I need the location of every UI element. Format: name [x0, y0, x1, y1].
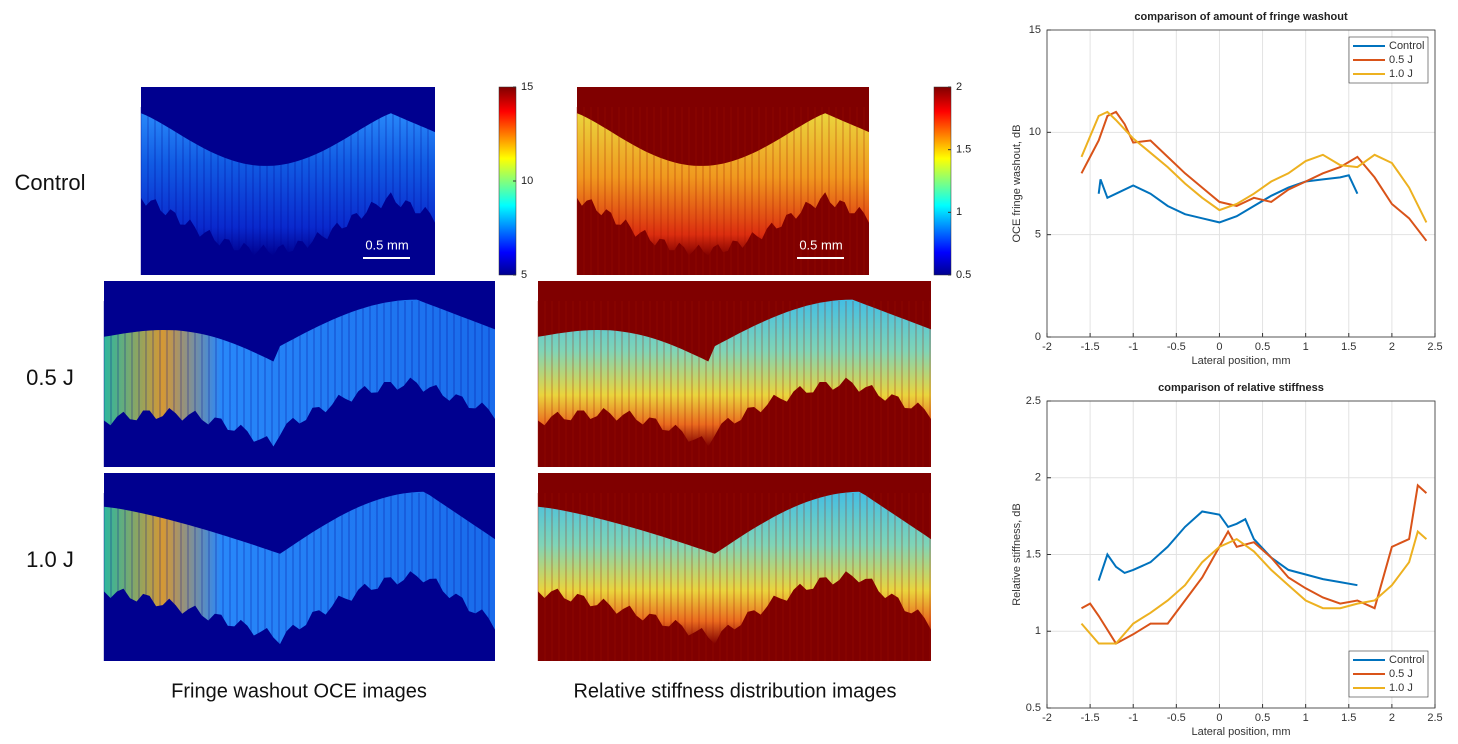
- colorbar-tick-label: 5: [521, 269, 527, 281]
- image-panel: 0.5 mm: [140, 87, 435, 275]
- y-axis-label: Relative stiffness, dB: [1011, 503, 1023, 606]
- chart-title: comparison of relative stiffness: [1158, 382, 1324, 394]
- tissue: [104, 491, 495, 645]
- legend-label: 1.0 J: [1389, 682, 1413, 694]
- row-label: 1.0 J: [26, 547, 74, 572]
- legend-label: Control: [1389, 654, 1424, 666]
- caption: Relative stiffness distribution images: [573, 680, 896, 702]
- x-tick-label: -0.5: [1167, 712, 1186, 724]
- legend-label: 0.5 J: [1389, 668, 1413, 680]
- x-tick-label: 0: [1216, 712, 1222, 724]
- series-line: [1080, 529, 1428, 645]
- row-label: Control: [15, 170, 86, 195]
- image-panels: 0.5 mm 0.5 mm 5 10 15 0.5 1 1.5 2: [103, 81, 971, 661]
- series-line: [1097, 174, 1359, 224]
- row-label: 0.5 J: [26, 365, 74, 390]
- y-axis-label: OCE fringe washout, dB: [1011, 124, 1023, 242]
- y-tick-label: 1: [1035, 625, 1041, 637]
- y-tick-label: 1.5: [1026, 548, 1041, 560]
- y-tick-label: 0: [1035, 331, 1041, 343]
- charts: -2 -1.5 -1 -0.5 0 0.5 1 1.5 2 2.5051015comparison…: [1011, 11, 1443, 738]
- x-tick-label: 1: [1303, 712, 1309, 724]
- x-tick-label: 2.5: [1427, 341, 1442, 353]
- image-panel: 0.5 mm: [576, 87, 869, 275]
- series-line: [1080, 110, 1428, 223]
- y-tick-label: 2.5: [1026, 395, 1041, 407]
- x-tick-label: 2.5: [1427, 712, 1442, 724]
- legend-label: 1.0 J: [1389, 68, 1413, 80]
- colorbar-tick-label: 1.5: [956, 144, 971, 156]
- image-panel: [537, 473, 931, 661]
- x-axis-label: Lateral position, mm: [1191, 726, 1290, 738]
- colorbar-tick-label: 0.5: [956, 269, 971, 281]
- colorbar-tick-label: 15: [521, 81, 533, 93]
- x-tick-label: 2: [1389, 712, 1395, 724]
- colorbar-tick-label: 10: [521, 175, 533, 187]
- line-chart: -2 -1.5 -1 -0.5 0 0.5 1 1.5 2 2.5 0.5 1 1.5 2 2.5 compa…: [1011, 382, 1443, 738]
- plot-frame: [1046, 400, 1436, 709]
- tissue: [538, 491, 931, 645]
- x-tick-label: 2: [1389, 341, 1395, 353]
- colorbar: [933, 86, 952, 276]
- series-line: [1080, 110, 1428, 242]
- image-panel: [537, 281, 931, 467]
- x-tick-label: 1: [1303, 341, 1309, 353]
- colorbar-tick-label: 2: [956, 81, 962, 93]
- legend-label: 0.5 J: [1389, 54, 1413, 66]
- line-chart: -2 -1.5 -1 -0.5 0 0.5 1 1.5 2 2.5 0 5 10 15 comparison…: [1011, 11, 1443, 367]
- x-tick-label: 0.5: [1255, 341, 1270, 353]
- scale-bar-label: 0.5 mm: [365, 237, 408, 252]
- x-tick-label: -1: [1128, 712, 1138, 724]
- y-tick-label: 10: [1029, 126, 1041, 138]
- x-tick-label: 1.5: [1341, 341, 1356, 353]
- x-tick-label: -2: [1042, 712, 1052, 724]
- legend-label: Control: [1389, 40, 1424, 52]
- chart-title: comparison of amount of fringe washout: [1134, 11, 1348, 23]
- x-tick-label: -0.5: [1167, 341, 1186, 353]
- y-tick-label: 0.5: [1026, 702, 1041, 714]
- image-panel: [103, 473, 495, 661]
- tissue: [538, 299, 931, 447]
- y-tick-label: 5: [1035, 229, 1041, 241]
- colorbar-tick-label: 1: [956, 206, 962, 218]
- y-tick-label: 15: [1029, 24, 1041, 36]
- tissue: [104, 299, 495, 447]
- tissue: [141, 113, 435, 256]
- x-tick-label: 1.5: [1341, 712, 1356, 724]
- caption: Fringe washout OCE images: [171, 680, 427, 702]
- x-tick-label: -1.5: [1081, 341, 1100, 353]
- image-panel: [103, 281, 495, 467]
- scale-bar-label: 0.5 mm: [799, 237, 842, 252]
- x-tick-label: 0.5: [1255, 712, 1270, 724]
- y-tick-label: 2: [1035, 472, 1041, 484]
- x-tick-label: -2: [1042, 341, 1052, 353]
- x-tick-label: -1: [1128, 341, 1138, 353]
- x-tick-label: -1.5: [1081, 712, 1100, 724]
- x-axis-label: Lateral position, mm: [1191, 355, 1290, 367]
- series-line: [1097, 510, 1358, 587]
- tissue: [577, 113, 869, 256]
- plot-frame: [1046, 29, 1436, 338]
- x-tick-label: 0: [1216, 341, 1222, 353]
